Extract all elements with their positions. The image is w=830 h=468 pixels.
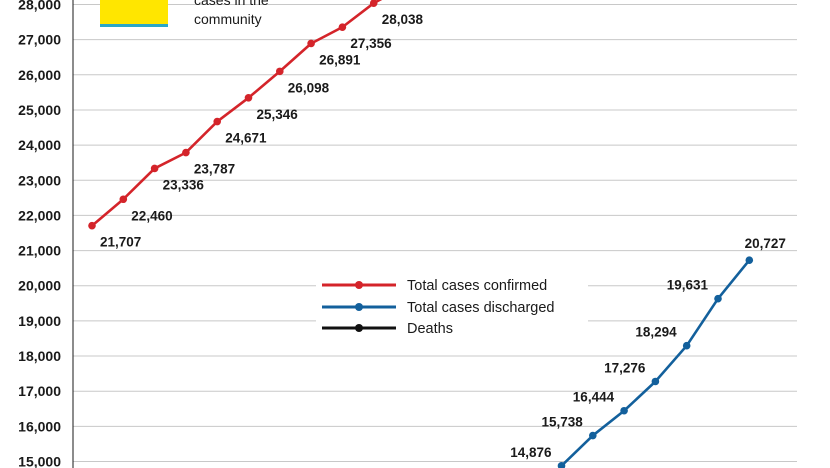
legend-label-deaths: Deaths bbox=[407, 321, 453, 337]
series bbox=[88, 0, 754, 468]
data-label: 25,346 bbox=[257, 107, 299, 122]
y-tick-label: 27,000 bbox=[18, 32, 61, 48]
data-label: 16,444 bbox=[573, 390, 615, 405]
data-point bbox=[244, 93, 253, 102]
legend-marker-discharged bbox=[355, 303, 363, 311]
data-label: 15,738 bbox=[542, 415, 584, 430]
y-tick-label: 28,000 bbox=[18, 0, 61, 13]
data-label: 14,876 bbox=[510, 445, 552, 460]
data-label: 23,787 bbox=[194, 162, 235, 177]
data-label: 23,336 bbox=[163, 177, 205, 192]
y-tick-label: 26,000 bbox=[18, 67, 61, 83]
y-tick-label: 20,000 bbox=[18, 278, 61, 294]
legend-item-confirmed: Total cases confirmed bbox=[322, 278, 547, 294]
data-point bbox=[276, 67, 284, 76]
y-tick-label: 22,000 bbox=[18, 207, 61, 223]
note-line-1: cases in the bbox=[194, 0, 269, 8]
data-label: 20,727 bbox=[745, 236, 786, 251]
data-point bbox=[714, 294, 722, 303]
data-point bbox=[88, 221, 96, 230]
y-tick-label: 17,000 bbox=[18, 383, 61, 399]
data-label: 24,671 bbox=[225, 131, 267, 146]
data-label: 26,891 bbox=[319, 52, 361, 67]
note-swatch bbox=[100, 0, 168, 24]
data-label: 17,276 bbox=[604, 360, 646, 375]
legend-label-discharged: Total cases discharged bbox=[407, 300, 555, 316]
data-point bbox=[338, 23, 347, 31]
data-point bbox=[589, 431, 597, 440]
series-line-0 bbox=[91, 0, 383, 227]
note-line-2: community bbox=[194, 11, 262, 27]
y-tick-label: 24,000 bbox=[18, 137, 61, 153]
legend-label-confirmed: Total cases confirmed bbox=[407, 278, 547, 294]
gridlines bbox=[73, 4, 797, 462]
y-tick-label: 25,000 bbox=[18, 102, 61, 118]
legend-item-discharged: Total cases discharged bbox=[322, 300, 555, 316]
legend-marker-deaths bbox=[355, 324, 363, 332]
y-tick-label: 15,000 bbox=[18, 454, 61, 468]
legend: Total cases confirmed Total cases discha… bbox=[316, 274, 588, 340]
y-axis: 15,000 16,000 17,000 18,000 19,000 20,000 21,0… bbox=[18, 0, 74, 468]
data-label: 21,707 bbox=[100, 235, 141, 250]
data-point bbox=[119, 195, 128, 204]
data-point bbox=[150, 164, 159, 173]
data-label: 26,098 bbox=[288, 80, 330, 95]
data-point bbox=[213, 117, 221, 126]
data-label: 28,038 bbox=[382, 12, 424, 27]
data-label: 19,631 bbox=[667, 278, 709, 293]
data-label: 27,356 bbox=[350, 36, 392, 51]
y-tick-label: 21,000 bbox=[18, 243, 61, 259]
data-point bbox=[651, 377, 660, 386]
data-point bbox=[682, 341, 691, 350]
data-point bbox=[307, 39, 315, 48]
data-point bbox=[369, 0, 378, 7]
y-tick-label: 23,000 bbox=[18, 172, 61, 188]
data-point bbox=[557, 462, 566, 468]
y-tick-label: 19,000 bbox=[18, 313, 61, 329]
data-point bbox=[620, 406, 628, 415]
y-tick-label: 16,000 bbox=[18, 418, 61, 434]
data-point bbox=[745, 256, 754, 264]
data-label: 22,460 bbox=[131, 208, 172, 223]
legend-item-deaths: Deaths bbox=[322, 321, 453, 337]
note-box: cases in the community bbox=[100, 0, 269, 27]
y-tick-label: 18,000 bbox=[18, 348, 61, 364]
data-label: 18,294 bbox=[635, 325, 677, 340]
note-swatch-border bbox=[100, 24, 168, 27]
legend-marker-confirmed bbox=[355, 281, 363, 289]
data-point bbox=[182, 148, 190, 157]
